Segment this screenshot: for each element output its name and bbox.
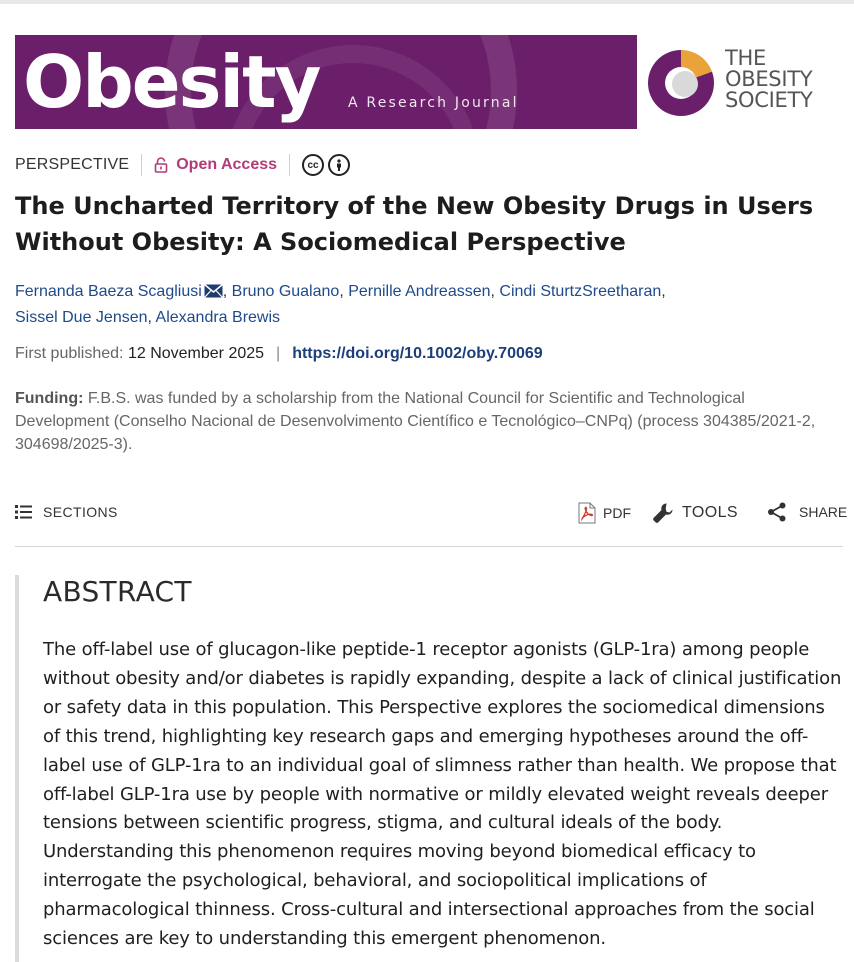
sections-label: SECTIONS bbox=[43, 504, 118, 520]
article-title-line-1: The Uncharted Territory of the New Obesi… bbox=[15, 192, 814, 220]
society-ring-icon bbox=[648, 50, 714, 116]
author-link[interactable]: Alexandra Brewis bbox=[155, 309, 281, 326]
share-icon bbox=[768, 502, 786, 522]
society-line-2: OBESITY bbox=[725, 67, 813, 91]
sections-button[interactable]: SECTIONS bbox=[15, 504, 118, 520]
tools-button[interactable]: TOOLS bbox=[652, 502, 738, 524]
abstract-heading: ABSTRACT bbox=[43, 575, 192, 608]
pdf-label: PDF bbox=[603, 505, 631, 521]
article-type: PERSPECTIVE bbox=[15, 156, 130, 173]
cc-icon: cc bbox=[302, 154, 325, 176]
journal-subtitle: A Research Journal bbox=[348, 95, 519, 111]
society-line-1: THE bbox=[725, 46, 766, 70]
society-name: THE OBESITY SOCIETY bbox=[725, 48, 813, 111]
author-link[interactable]: Pernille Andreassen bbox=[348, 283, 491, 300]
society-line-3: SOCIETY bbox=[725, 88, 813, 112]
license-icons[interactable]: cc bbox=[302, 154, 351, 176]
publication-date: 12 November 2025 bbox=[127, 345, 265, 362]
author-link[interactable]: Sissel Due Jensen bbox=[15, 309, 148, 326]
tools-label: TOOLS bbox=[682, 504, 738, 521]
list-icon bbox=[15, 505, 32, 519]
abstract-accent-bar bbox=[15, 575, 19, 962]
author-link[interactable]: Bruno Gualano bbox=[231, 283, 340, 300]
publication-info: First published: 12 November 2025 | http… bbox=[15, 345, 543, 363]
author-link[interactable]: Cindi SturtzSreetharan bbox=[499, 283, 662, 300]
attribution-icon bbox=[328, 154, 351, 176]
meta-divider-2 bbox=[289, 154, 291, 176]
share-label: SHARE bbox=[799, 504, 848, 520]
funding-label: Funding: bbox=[15, 390, 84, 407]
top-border bbox=[0, 0, 854, 4]
article-toolbar: SECTIONS PDF TOOLS SHARE bbox=[15, 500, 847, 530]
wrench-icon bbox=[653, 503, 673, 523]
author-link[interactable]: Fernanda Baeza Scagliusi bbox=[15, 283, 202, 300]
meta-divider bbox=[141, 154, 143, 176]
journal-wordmark: Obesity bbox=[23, 40, 321, 124]
journal-banner[interactable]: Obesity A Research Journal bbox=[15, 35, 637, 129]
doi-link[interactable]: https://doi.org/10.1002/oby.70069 bbox=[292, 345, 543, 362]
lock-open-icon bbox=[154, 157, 168, 173]
pdf-file-icon bbox=[578, 502, 596, 524]
article-meta-row: PERSPECTIVE Open Access cc bbox=[15, 153, 351, 177]
pub-separator: | bbox=[276, 345, 281, 362]
email-icon[interactable] bbox=[203, 282, 223, 306]
abstract-text: The off-label use of glucagon-like pepti… bbox=[43, 639, 842, 950]
funding-statement: Funding: F.B.S. was funded by a scholars… bbox=[15, 387, 835, 456]
share-button[interactable]: SHARE bbox=[767, 502, 847, 522]
toolbar-divider bbox=[15, 546, 843, 547]
article-title-line-2: Without Obesity: A Sociomedical Perspect… bbox=[15, 228, 626, 256]
open-access-label: Open Access bbox=[176, 156, 278, 173]
first-published-label: First published: bbox=[15, 345, 124, 362]
funding-text: F.B.S. was funded by a scholarship from … bbox=[15, 390, 816, 453]
open-access-badge: Open Access bbox=[154, 156, 277, 174]
obesity-society-logo[interactable]: THE OBESITY SOCIETY bbox=[648, 48, 838, 120]
pdf-button[interactable]: PDF bbox=[578, 502, 631, 524]
author-list: Fernanda Baeza Scagliusi, Bruno Gualano,… bbox=[15, 282, 666, 326]
article-title: The Uncharted Territory of the New Obesi… bbox=[15, 188, 835, 260]
